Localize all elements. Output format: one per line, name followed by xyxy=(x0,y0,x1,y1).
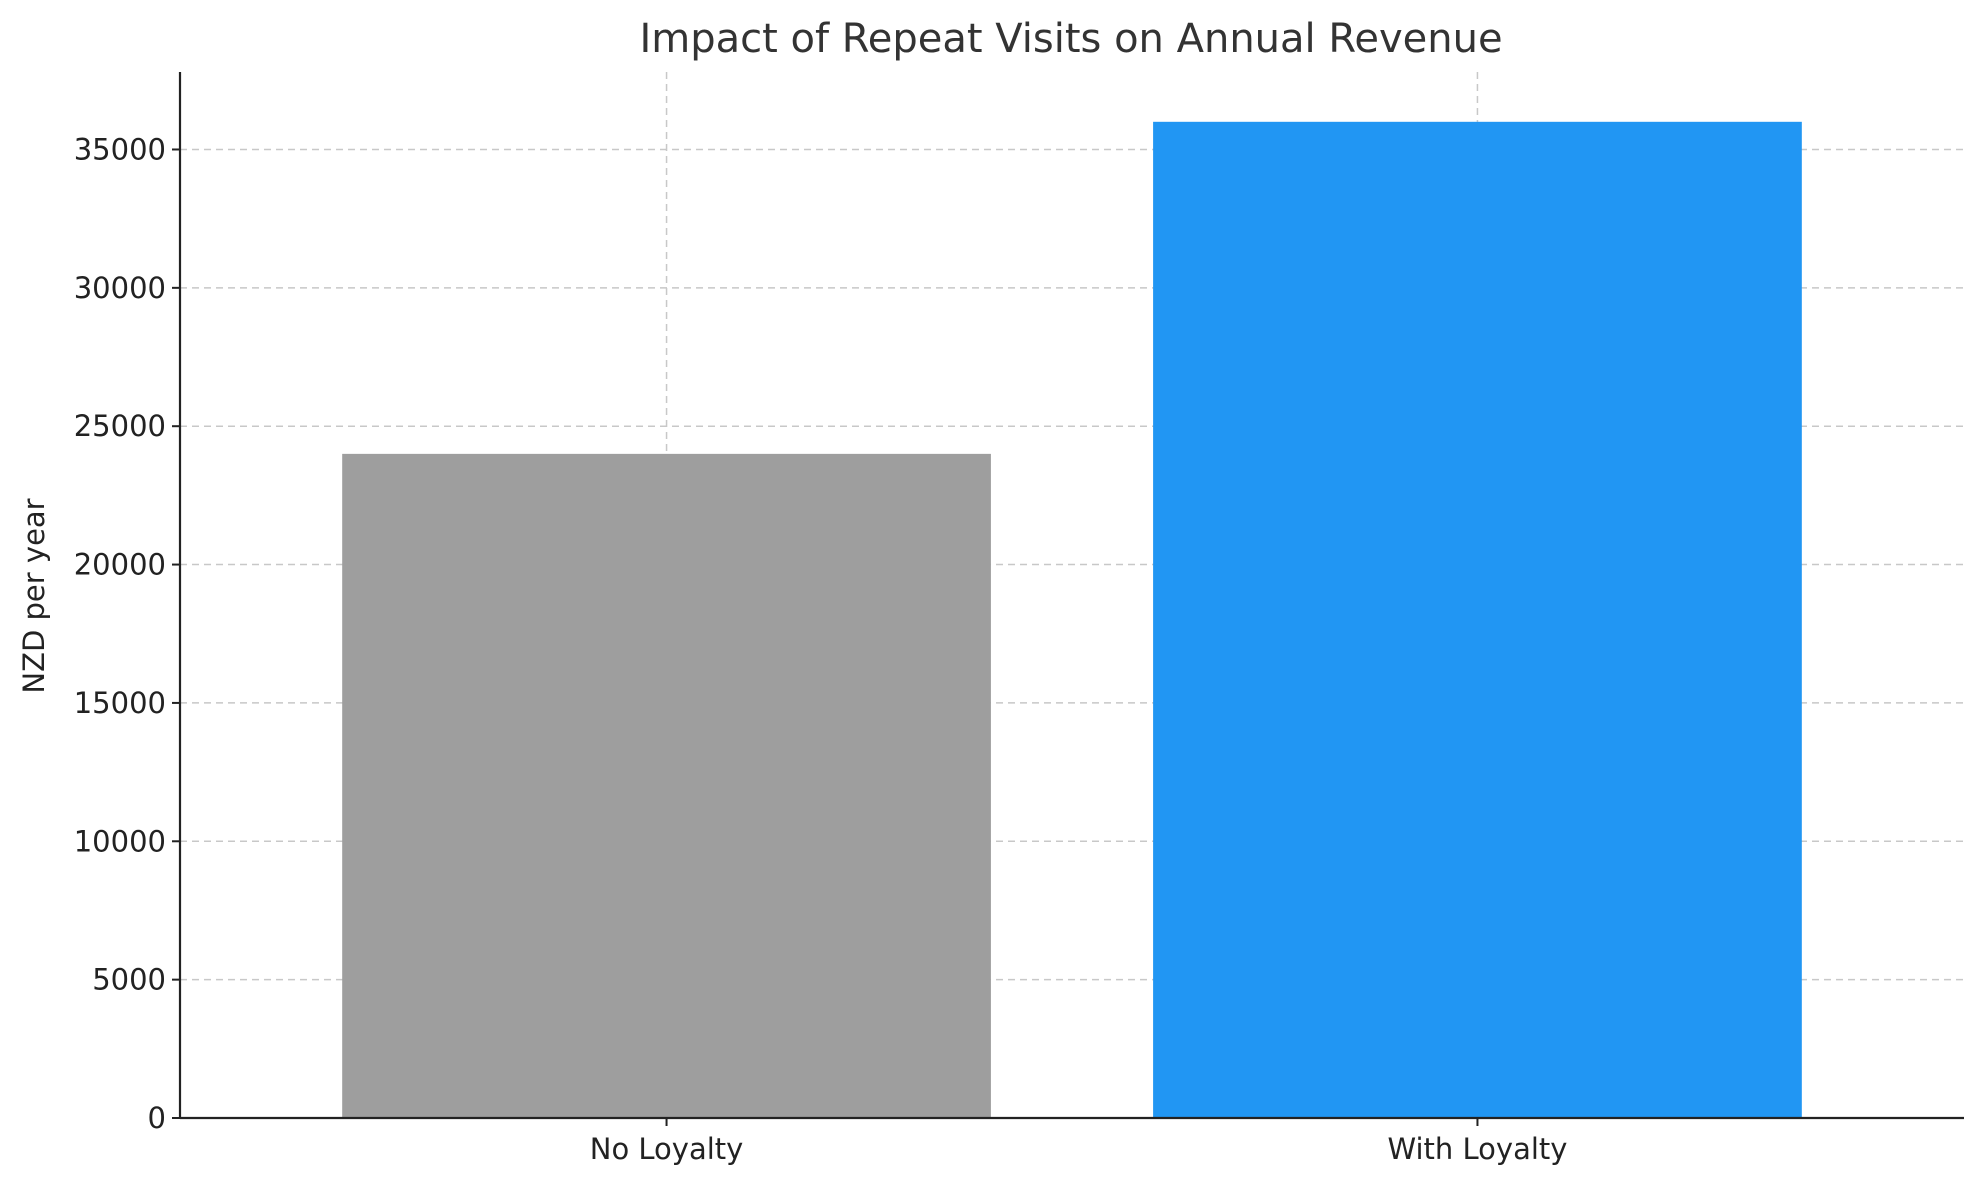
bars xyxy=(342,121,1802,1119)
y-tick-label: 20000 xyxy=(74,548,166,582)
x-tick-label: With Loyalty xyxy=(1387,1132,1567,1166)
y-axis-label: NZD per year xyxy=(17,498,51,693)
bar-with-loyalty xyxy=(1153,121,1802,1119)
y-tick-label: 0 xyxy=(148,1101,166,1135)
bar-no-loyalty xyxy=(342,453,991,1118)
y-tick-label: 10000 xyxy=(74,824,166,858)
y-tick-label: 15000 xyxy=(74,686,166,720)
y-tick-label: 5000 xyxy=(92,963,166,997)
y-tick-label: 25000 xyxy=(74,409,166,443)
chart-title: Impact of Repeat Visits on Annual Revenu… xyxy=(639,16,1502,62)
y-tick-label: 35000 xyxy=(74,132,166,166)
y-tick-label: 30000 xyxy=(74,271,166,305)
x-tick-label: No Loyalty xyxy=(590,1132,744,1166)
tick-labels: 0 5000 10000 15000 20000 25000 30000 35000 No Lo… xyxy=(74,132,1568,1166)
axes xyxy=(172,72,1964,1126)
